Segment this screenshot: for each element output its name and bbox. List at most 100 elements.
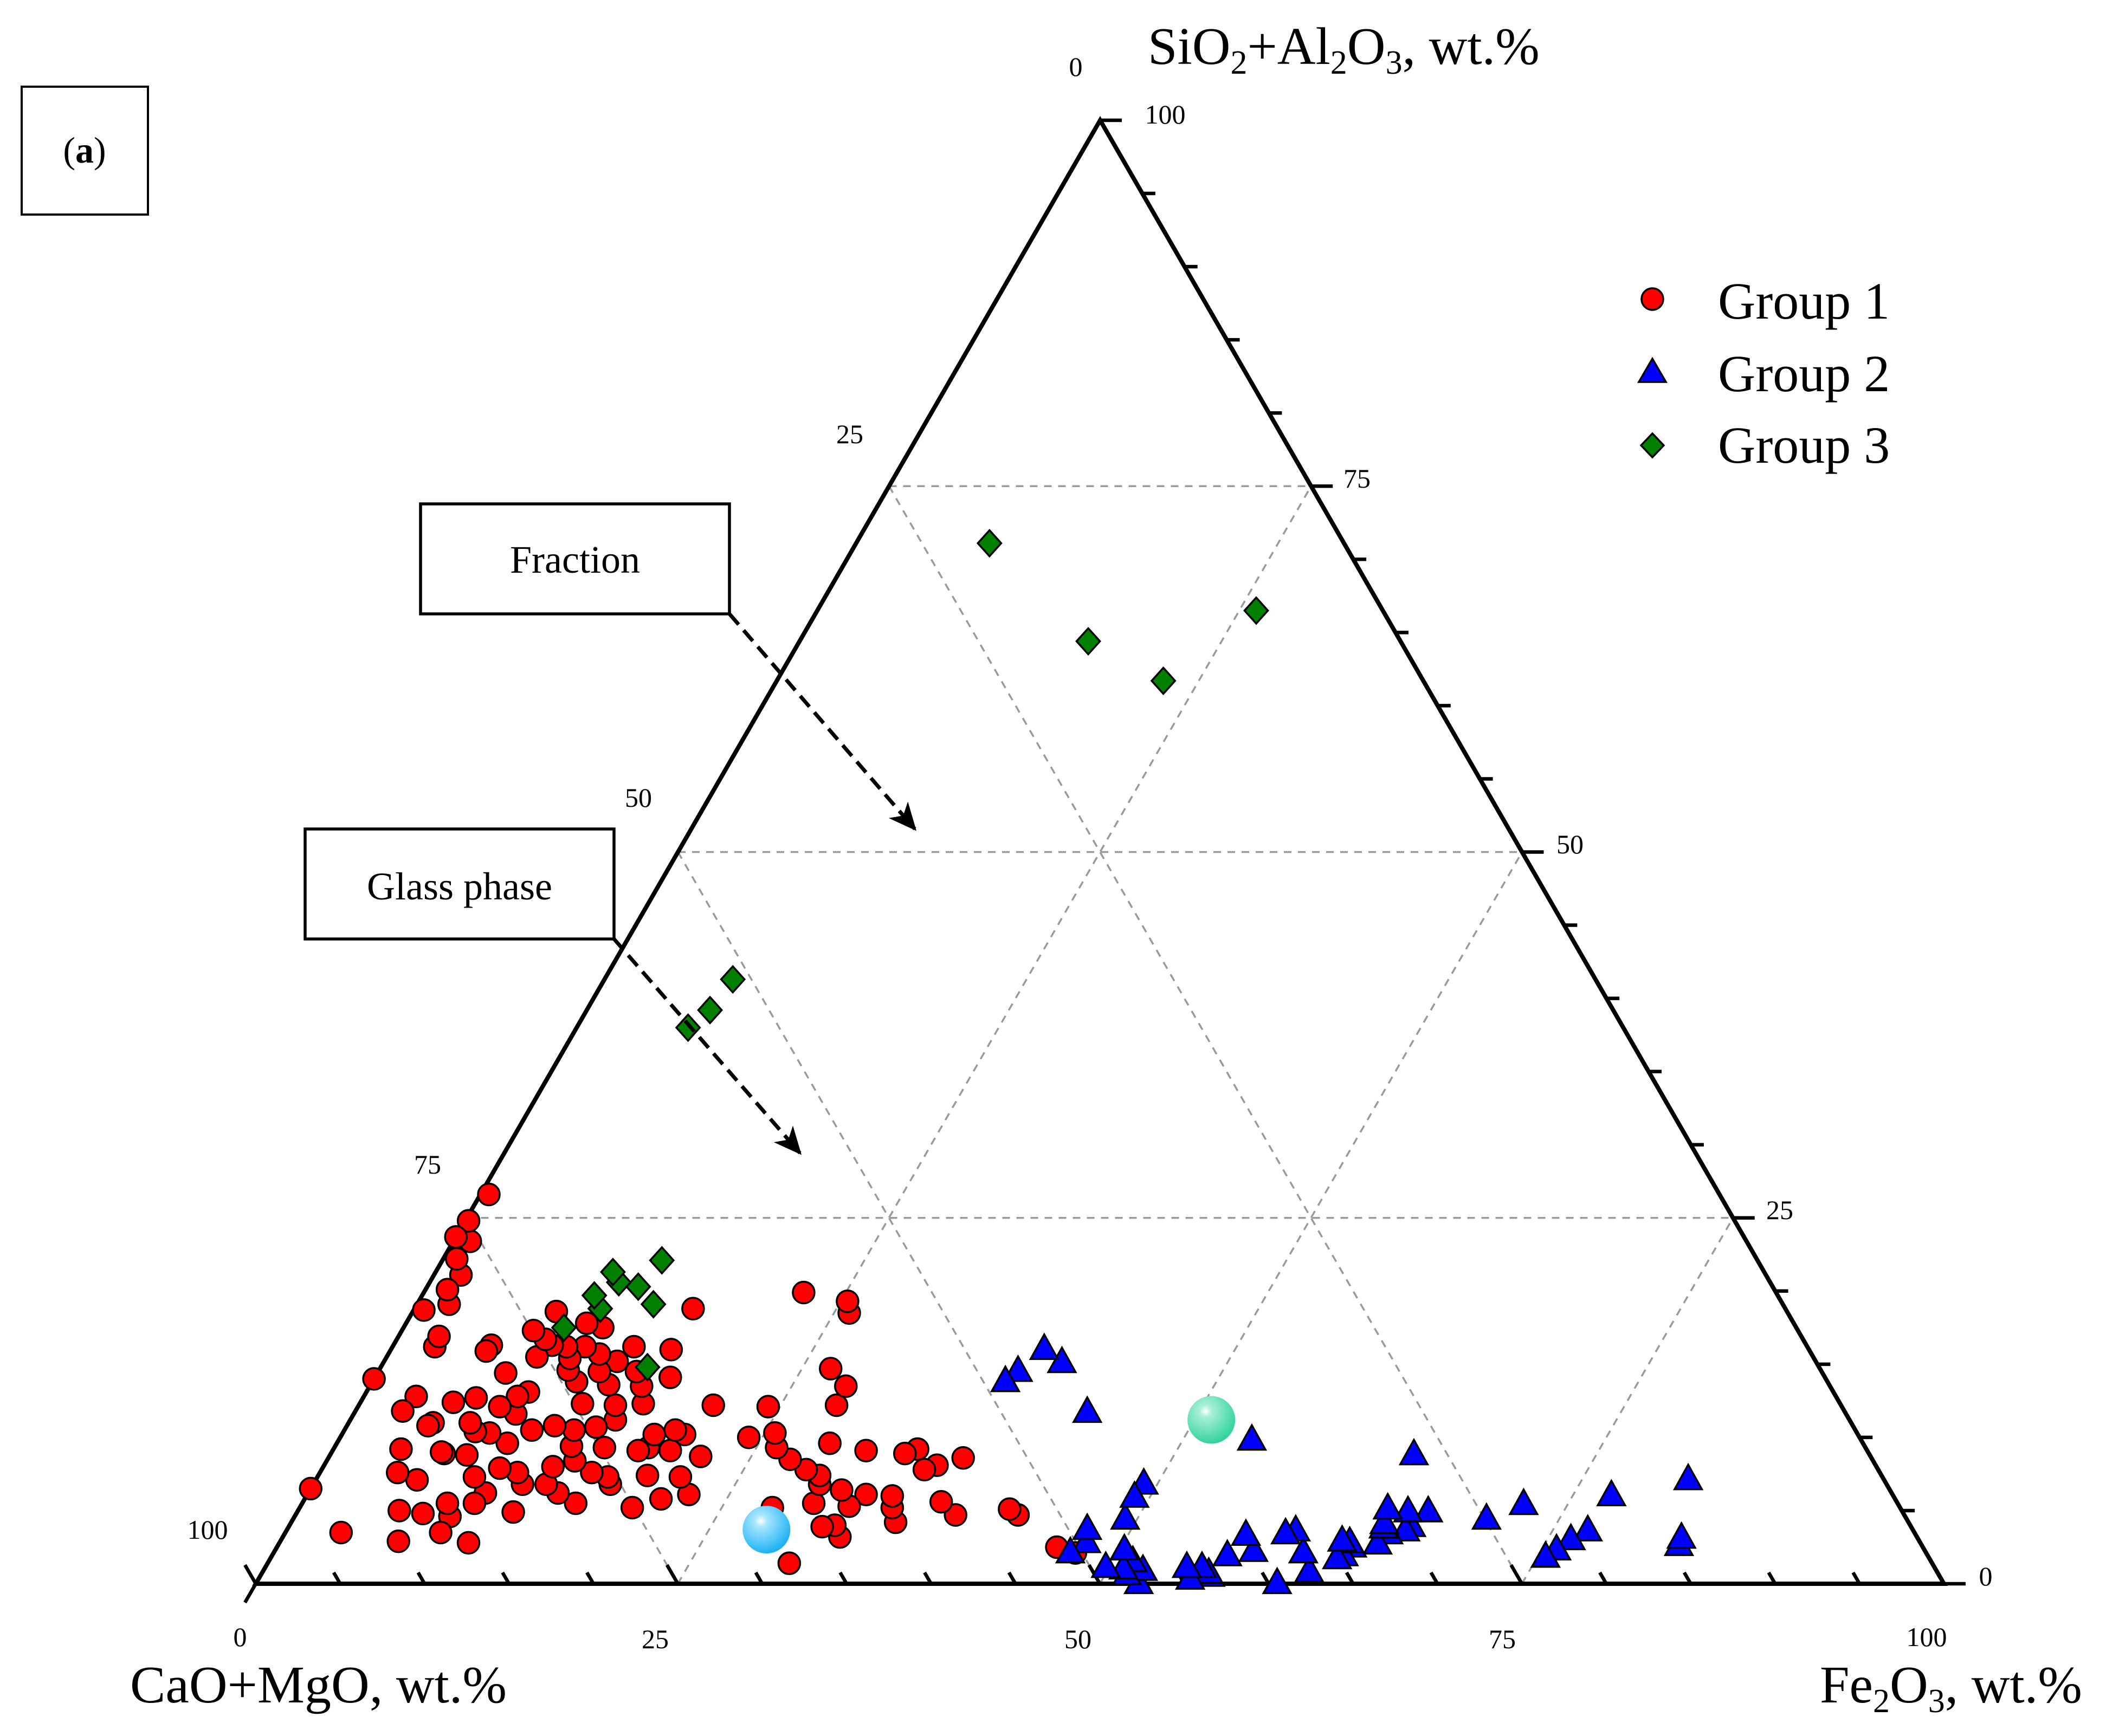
point-group-2-15: [1362, 1527, 1393, 1555]
point-group-1-3: [998, 1497, 1022, 1521]
point-group-3-3: [634, 1352, 661, 1382]
legend-marker-group-2: [1637, 357, 1668, 383]
right-axis-tick-25: 25: [1766, 1195, 1793, 1225]
series-group-2: [990, 1332, 1704, 1595]
point-group-1-35: [836, 1289, 860, 1313]
point-group-2-37: [1171, 1550, 1203, 1578]
point-group-2-26: [1288, 1536, 1319, 1564]
point-group-2-1: [1666, 1521, 1697, 1549]
point-group-1-77: [501, 1500, 525, 1524]
point-group-1-101: [429, 1520, 453, 1545]
point-group-1-126: [389, 1437, 413, 1461]
series-fraction-reference: [1187, 1396, 1236, 1444]
point-group-2-25: [1294, 1554, 1325, 1583]
point-group-1-73: [562, 1418, 586, 1442]
point-group-2-48: [1119, 1480, 1150, 1508]
point-group-1-14: [854, 1482, 878, 1506]
point-group-2-27: [1262, 1566, 1293, 1595]
tick-left-0: [243, 1583, 257, 1604]
point-group-3-0: [1243, 596, 1269, 625]
point-group-1-112: [411, 1501, 435, 1526]
annotation-fraction: Fraction: [419, 502, 917, 831]
point-group-1-34: [763, 1421, 787, 1445]
point-group-1-39: [792, 1280, 816, 1305]
point-group-1-125: [385, 1460, 410, 1485]
bottom-axis-tick-50: 50: [1064, 1624, 1091, 1654]
point-group-1-56: [659, 1338, 683, 1362]
left-axis-title: CaO+MgO, wt.%: [130, 1656, 507, 1714]
point-group-1-138: [477, 1182, 501, 1207]
point-group-1-59: [592, 1436, 617, 1460]
right-axis-tick-0: 0: [1979, 1561, 1993, 1591]
point-group-1-37: [737, 1426, 761, 1449]
point-group-1-121: [474, 1339, 499, 1363]
point-group-2-7: [1530, 1540, 1561, 1568]
point-group-1-27: [824, 1393, 849, 1417]
point-group-1-107: [488, 1395, 512, 1418]
top-axis-title: SiO2+Al2O3, wt.%: [1148, 17, 1540, 81]
point-group-2-18: [1372, 1492, 1403, 1520]
point-group-1-114: [386, 1529, 410, 1553]
point-group-1-108: [455, 1443, 479, 1467]
point-group-1-41: [668, 1465, 693, 1489]
point-group-1-5: [951, 1446, 975, 1470]
legend: Group 1 Group 2 Group 3: [1637, 272, 1890, 474]
point-group-2-30: [1238, 1534, 1269, 1562]
point-group-1-109: [521, 1318, 546, 1343]
legend-item-group-1: Group 1: [1640, 272, 1890, 330]
point-group-1-40: [689, 1444, 713, 1468]
point-group-3-2: [1075, 626, 1101, 656]
point-group-2-3: [1596, 1479, 1627, 1507]
data-points: [299, 528, 1704, 1595]
legend-marker-group-3: [1639, 432, 1665, 459]
point-group-1-134: [435, 1278, 460, 1301]
point-group-1-124: [416, 1414, 440, 1438]
legend-label-group-2: Group 2: [1718, 345, 1890, 403]
point-group-2-12: [1390, 1514, 1421, 1541]
legend-marker-group-1: [1640, 287, 1664, 311]
point-group-1-19: [830, 1478, 854, 1502]
point-group-2-44: [1109, 1533, 1140, 1560]
point-group-1-13: [893, 1441, 917, 1466]
point-group-1-74: [541, 1455, 565, 1479]
point-group-2-5: [1555, 1523, 1586, 1551]
point-group-2-13: [1392, 1495, 1424, 1523]
point-group-1-85: [456, 1531, 481, 1555]
point-group-1-57: [681, 1297, 705, 1320]
point-group-2-50: [1071, 1512, 1103, 1540]
point-group-1-113: [458, 1411, 482, 1435]
point-group-2-10: [1413, 1495, 1444, 1523]
point-group-1-61: [564, 1491, 588, 1515]
panel-label: (a): [21, 86, 149, 216]
point-group-1-136: [445, 1247, 469, 1271]
point-group-1-43: [701, 1393, 725, 1417]
svg-text:(a): (a): [63, 129, 106, 171]
annotation-glass-phase-arrow: [612, 937, 802, 1155]
point-group-1-80: [542, 1414, 567, 1438]
bottom-axis-tick-75: 75: [1489, 1624, 1516, 1654]
point-group-1-111: [494, 1361, 518, 1385]
point-group-1-139: [456, 1209, 481, 1233]
point-group-2-24: [1327, 1524, 1358, 1552]
point-group-1-52: [658, 1365, 682, 1389]
point-group-1-75: [571, 1392, 595, 1416]
point-group-2-8: [1508, 1487, 1539, 1515]
point-group-1-4: [944, 1503, 967, 1527]
point-group-1-129: [391, 1399, 415, 1423]
point-group-3-5: [649, 1246, 675, 1275]
top-axis-tick-25: 25: [836, 419, 863, 449]
point-group-3-9: [599, 1258, 626, 1287]
tick-bottom-0: [243, 1564, 257, 1585]
legend-label-group-1: Group 1: [1718, 272, 1890, 330]
point-group-1-116: [464, 1386, 488, 1410]
point-group-1-89: [574, 1311, 599, 1335]
point-group-3-1: [1150, 666, 1177, 696]
tick-bottom-75: [1509, 1564, 1524, 1585]
point-group-2-55: [1003, 1354, 1033, 1382]
series-group-3: [551, 528, 1269, 1382]
point-group-1-50: [642, 1422, 666, 1447]
point-group-2-2: [1672, 1462, 1704, 1491]
point-group-2-9: [1471, 1502, 1502, 1530]
point-group-1-51: [626, 1439, 650, 1462]
